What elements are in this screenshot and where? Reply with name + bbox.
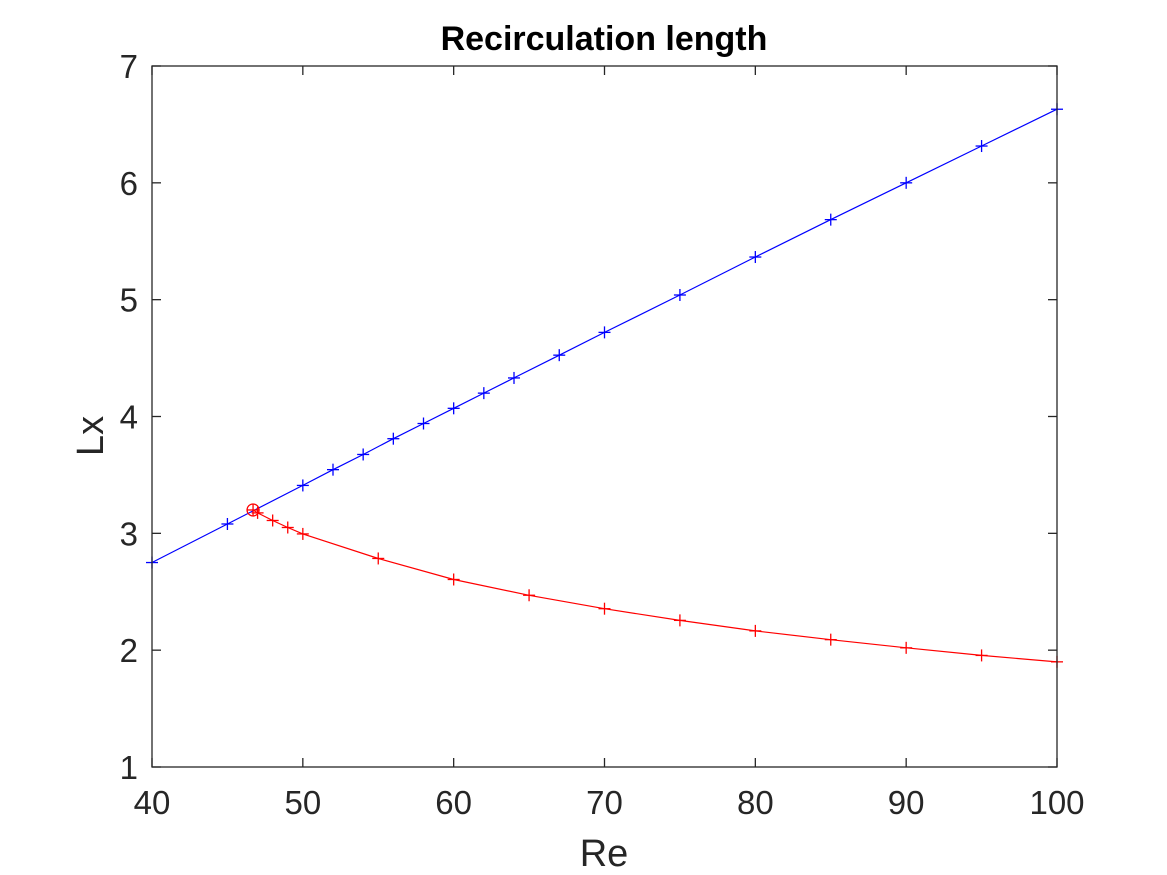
data-point-marker xyxy=(673,614,686,627)
x-tick-label: 50 xyxy=(284,784,321,821)
y-tick-label: 4 xyxy=(120,399,138,436)
data-point-marker xyxy=(553,349,566,362)
y-tick-label: 3 xyxy=(120,515,138,552)
series-line xyxy=(151,108,1058,564)
x-tick-label: 80 xyxy=(737,784,774,821)
y-axis-label: Lx xyxy=(70,416,112,456)
data-point-marker xyxy=(372,552,385,565)
data-point-marker xyxy=(266,514,279,527)
data-point-marker xyxy=(824,213,837,226)
data-point-marker xyxy=(477,387,490,400)
data-point-marker xyxy=(598,602,611,615)
x-tick-label: 70 xyxy=(586,784,623,821)
x-axis-label: Re xyxy=(580,833,629,875)
x-tick-label: 100 xyxy=(1029,784,1084,821)
data-point-marker xyxy=(417,417,430,430)
data-point-marker xyxy=(673,288,686,301)
series-upper-branch xyxy=(146,103,1063,569)
data-point-marker xyxy=(975,649,988,662)
data-point-marker xyxy=(900,641,913,654)
data-point-marker xyxy=(975,140,988,153)
axis-tick-labels: 40 50 60 70 80 90 100 1 2 3 4 5 6 7 xyxy=(120,48,1085,821)
data-point-marker xyxy=(749,251,762,264)
y-tick-label: 2 xyxy=(120,632,138,669)
y-tick-label: 5 xyxy=(120,282,138,319)
data-point-marker xyxy=(749,624,762,637)
data-point-marker xyxy=(523,589,536,602)
data-point-marker xyxy=(296,527,309,540)
data-point-marker xyxy=(447,402,460,415)
y-tick-label: 1 xyxy=(120,749,138,786)
y-tick-label: 7 xyxy=(120,48,138,85)
axes-box xyxy=(151,65,1058,768)
data-point-marker xyxy=(508,371,520,384)
bifurcation-point-marker xyxy=(246,503,260,517)
data-point-marker xyxy=(296,479,309,492)
chart-title: Recirculation length xyxy=(441,20,768,58)
data-point-marker xyxy=(327,463,339,476)
data-point-marker xyxy=(598,326,611,339)
x-tick-label: 40 xyxy=(134,784,171,821)
series-layer xyxy=(146,103,1063,668)
x-tick-label: 90 xyxy=(888,784,925,821)
data-point-marker xyxy=(281,521,294,534)
data-point-marker xyxy=(221,517,234,530)
y-tick-label: 6 xyxy=(120,165,138,202)
x-tick-label: 60 xyxy=(435,784,472,821)
data-point-marker xyxy=(824,633,837,646)
data-point-marker xyxy=(447,573,460,586)
data-point-marker xyxy=(900,176,913,189)
data-point-marker xyxy=(357,448,370,461)
plot-area xyxy=(152,66,1057,767)
data-point-marker xyxy=(387,432,400,445)
